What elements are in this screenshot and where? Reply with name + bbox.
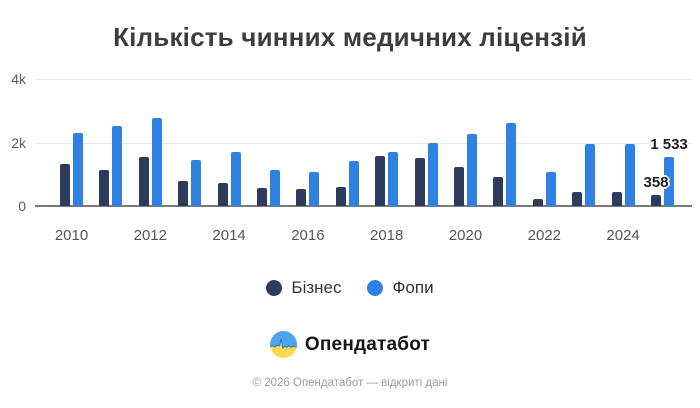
bar-biznes-2018[interactable]	[375, 156, 386, 206]
bar-fopy-2022[interactable]	[545, 172, 556, 206]
x-axis-tick-2018: 2018	[370, 227, 404, 244]
y-axis-tick-0: 0	[18, 198, 26, 214]
copyright-text: © 2026 Опендатабот — відкриті дані	[252, 377, 448, 389]
bar-value-label-fopy: 1 533	[650, 136, 688, 153]
chart-legend: Бізнес Фопи	[0, 278, 700, 298]
y-axis-tick-2k: 2k	[11, 134, 26, 151]
legend-swatch-fopy-icon	[367, 280, 384, 296]
bar-fopy-2024[interactable]	[624, 144, 635, 206]
bar-fopy-2015[interactable]	[270, 170, 280, 206]
bar-biznes-2012[interactable]	[138, 157, 149, 206]
bar-biznes-2016[interactable]	[296, 189, 307, 206]
legend-label-biznes: Бізнес	[291, 278, 342, 297]
bar-fopy-2025[interactable]	[664, 157, 674, 206]
x-axis-tick-2010: 2010	[54, 227, 89, 244]
x-axis-tick-2022: 2022	[527, 227, 561, 244]
bar-biznes-2011[interactable]	[99, 170, 110, 206]
bar-biznes-2024[interactable]	[611, 192, 622, 206]
x-axis-tick-2016: 2016	[291, 227, 325, 244]
bar-fopy-2012[interactable]	[151, 118, 162, 206]
bar-biznes-2015[interactable]	[257, 188, 267, 206]
x-axis-baseline	[35, 205, 692, 207]
bar-fopy-2016[interactable]	[309, 172, 320, 206]
opendatabot-wordmark: Опендатабот	[304, 333, 431, 355]
legend-swatch-biznes-icon	[266, 280, 283, 296]
legend-label-fopy: Фопи	[392, 278, 434, 297]
bar-fopy-2023[interactable]	[585, 144, 596, 206]
bar-biznes-2013[interactable]	[178, 181, 189, 206]
bar-fopy-2010[interactable]	[73, 133, 83, 206]
bar-fopy-2013[interactable]	[191, 160, 202, 206]
bar-fopy-2021[interactable]	[506, 123, 517, 206]
plot-area: 2010 2012 2014 2016 2018 2020 2022 2024 1 533 358	[35, 79, 692, 244]
bar-fopy-2011[interactable]	[112, 126, 123, 206]
bar-fopy-2017[interactable]	[348, 161, 359, 206]
bar-biznes-2023[interactable]	[572, 192, 583, 206]
bar-fopy-2014[interactable]	[230, 152, 241, 206]
bar-biznes-2010[interactable]	[60, 164, 70, 206]
gridline-4k	[35, 79, 692, 80]
x-axis-tick-2012: 2012	[133, 227, 167, 244]
bar-biznes-2025[interactable]	[651, 195, 661, 206]
bar-fopy-2018[interactable]	[388, 152, 399, 206]
bar-biznes-2019[interactable]	[414, 158, 425, 206]
x-axis-tick-2014: 2014	[212, 227, 246, 244]
bar-biznes-2014[interactable]	[217, 183, 228, 206]
legend-item-fopy[interactable]: Фопи	[367, 278, 434, 298]
legend-item-biznes[interactable]: Бізнес	[266, 278, 341, 298]
x-axis-tick-2020: 2020	[448, 227, 483, 244]
bar-fopy-2020[interactable]	[467, 134, 477, 206]
bar-biznes-2021[interactable]	[493, 177, 504, 206]
bar-biznes-2022[interactable]	[532, 199, 543, 206]
chart-title: Кількість чинних медичних ліцензій	[113, 22, 587, 52]
opendatabot-logo-icon	[269, 331, 297, 358]
bar-biznes-2017[interactable]	[335, 187, 346, 206]
opendatabot-logo[interactable]: Опендатабот	[0, 331, 700, 358]
gridline-2k	[35, 142, 692, 144]
x-axis-tick-2024: 2024	[606, 227, 640, 244]
bar-value-label-biznes: 358	[643, 174, 669, 191]
bar-fopy-2019[interactable]	[427, 143, 438, 206]
y-axis-tick-4k: 4k	[11, 71, 26, 87]
bar-biznes-2020[interactable]	[454, 167, 464, 206]
